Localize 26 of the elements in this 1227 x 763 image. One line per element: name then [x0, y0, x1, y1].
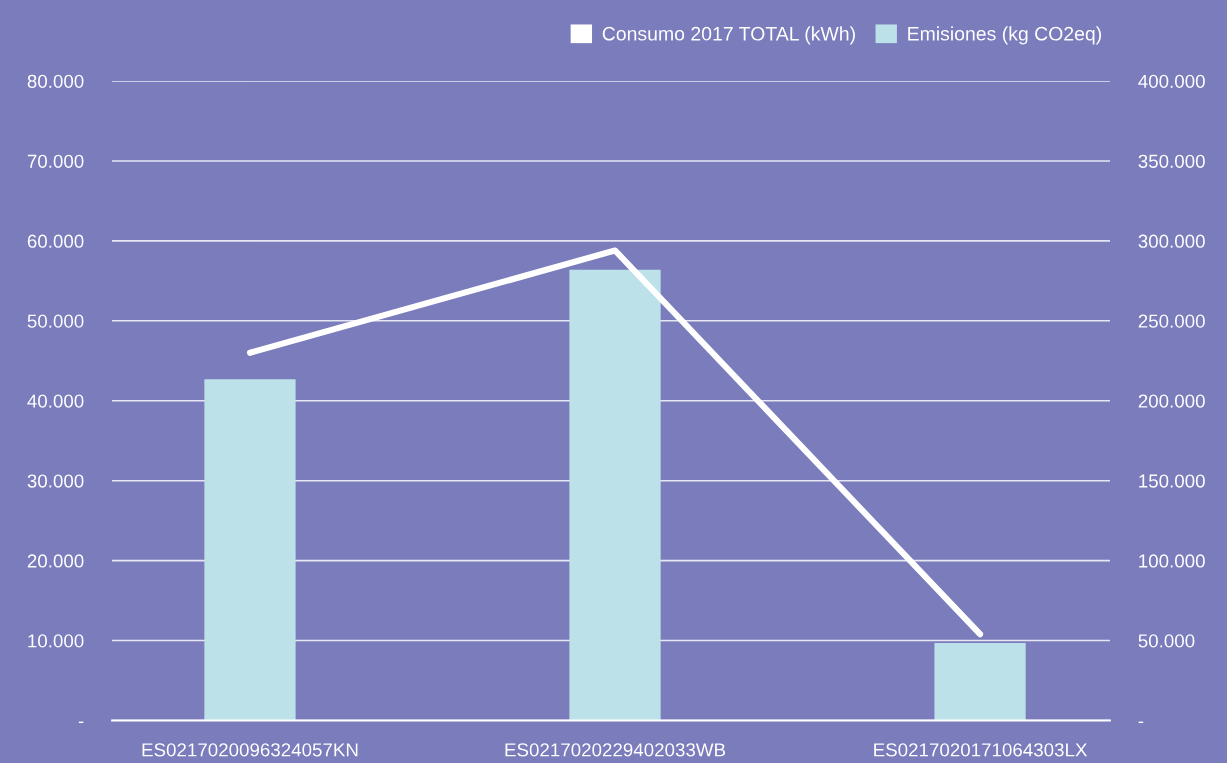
- x-tick-label: ES0217020096324057KN: [142, 743, 358, 757]
- y2-tick-label: 100.000: [1139, 554, 1205, 568]
- y-tick-label: 70.000: [27, 154, 84, 168]
- x-tick-label: ES0217020229402033WB: [505, 743, 726, 757]
- y2-tick-label: 400.000: [1138, 74, 1205, 88]
- y-tick-label: 30.000: [27, 474, 84, 488]
- y-tick-label: 50.000: [27, 314, 84, 328]
- y-tick-label: 10.000: [28, 634, 84, 648]
- y-tick-label: 60.000: [27, 234, 84, 248]
- y2-tick-label: 350.000: [1138, 154, 1205, 168]
- bar: [934, 642, 1026, 721]
- y-tick-label: 40.000: [27, 394, 84, 408]
- y-tick-label: 20.000: [27, 554, 84, 568]
- legend-label: Emisiones (kg CO2eq): [908, 26, 1102, 45]
- x-tick-label: ES0217020171064303LX: [874, 743, 1088, 757]
- y-tick-label: -: [78, 721, 84, 724]
- bar: [569, 269, 661, 721]
- y-tick-label: 80.000: [27, 74, 84, 88]
- y2-tick-label: -: [1138, 721, 1144, 724]
- legend-label: Consumo 2017 TOTAL (kWh): [602, 26, 855, 45]
- y2-tick-label: 50.000: [1138, 634, 1195, 648]
- y2-tick-label: 200.000: [1138, 394, 1205, 408]
- y2-tick-label: 250.000: [1138, 314, 1205, 328]
- y2-tick-label: 300.000: [1138, 234, 1205, 248]
- y2-tick-label: 150.000: [1139, 474, 1205, 488]
- bar: [204, 379, 296, 721]
